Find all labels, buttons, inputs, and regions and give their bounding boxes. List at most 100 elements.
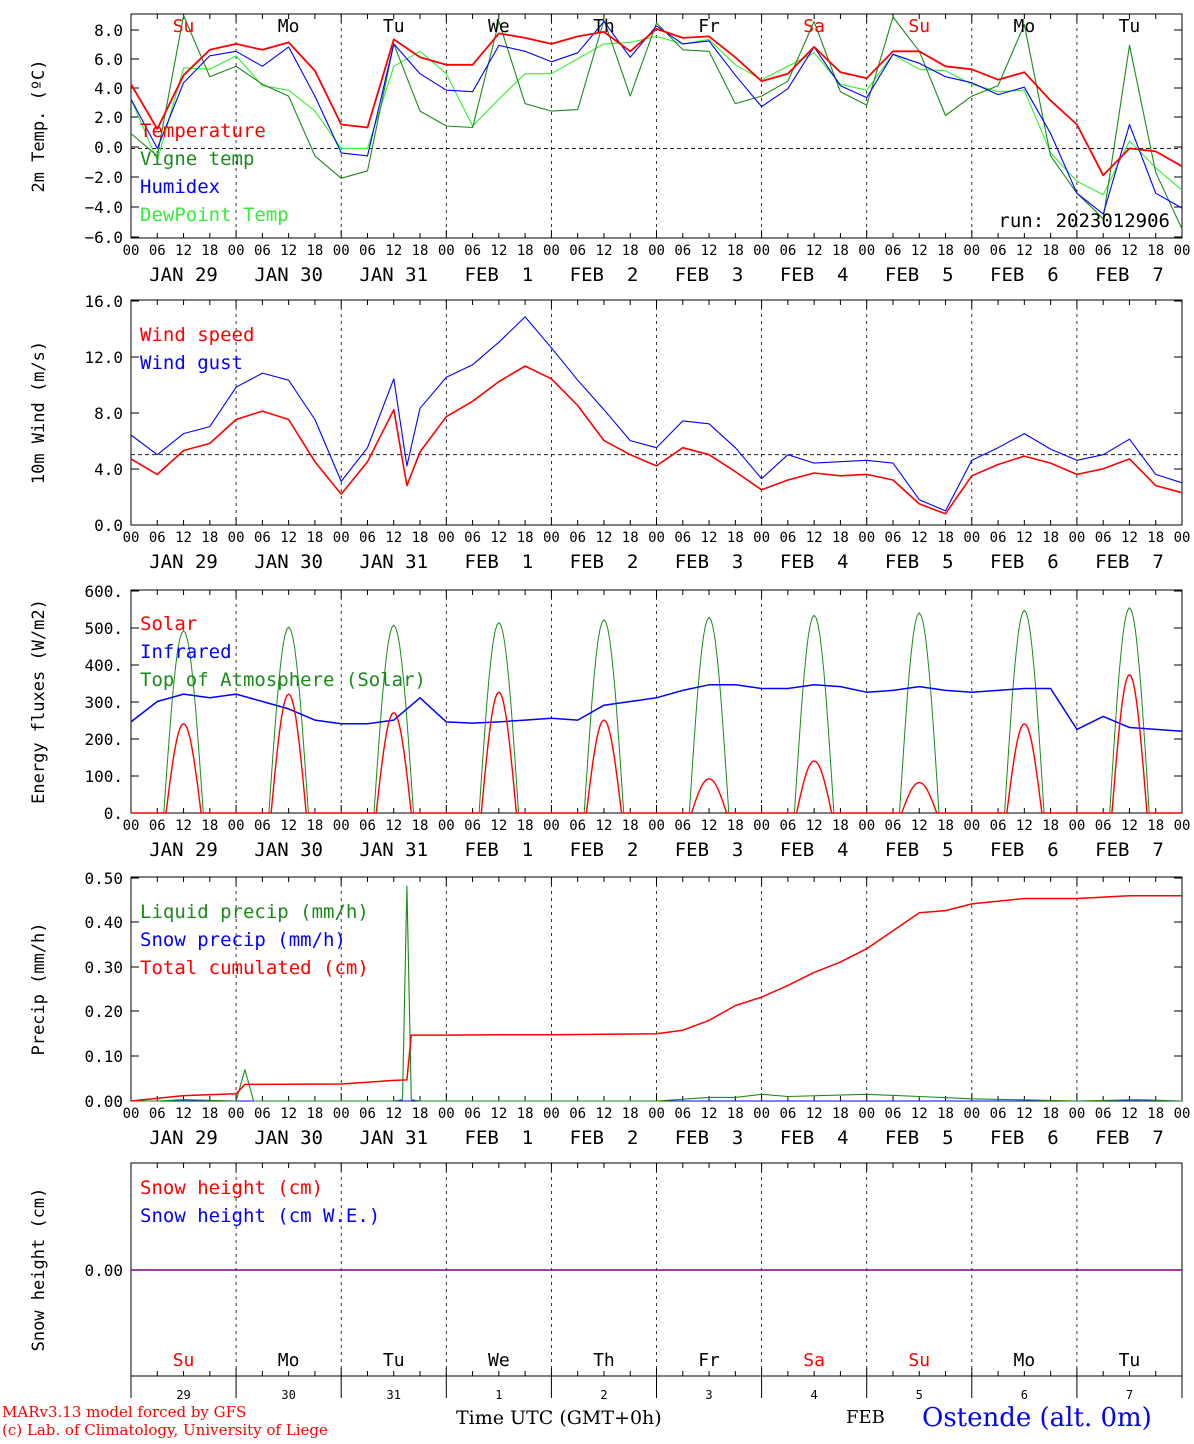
series-temperature (130, 28, 1183, 177)
hour-tick-label: 00 (1068, 243, 1085, 259)
y-tick-label: 0.10 (84, 1047, 123, 1066)
hour-tick-label: 18 (201, 818, 218, 834)
day-name-bottom: Fr (698, 1350, 720, 1371)
panel-2: 16.0 12.0 8.0 4.0 0.0 10m Wind (m/s) Wind spee… (29, 292, 1183, 535)
y-tick-label: 2.0 (94, 108, 123, 127)
hour-tick-label: 00 (648, 530, 665, 546)
hour-tick-label: 00 (858, 530, 875, 546)
date-label: FEB 2 (570, 839, 639, 861)
y-axis-label: 10m Wind (m/s) (29, 341, 49, 484)
hour-tick-label: 18 (832, 818, 849, 834)
day-number: 2 (600, 1388, 607, 1402)
hour-tick-label: 06 (359, 1106, 376, 1122)
legend-wind-speed: Wind speed (140, 324, 254, 346)
date-label: FEB 5 (885, 839, 954, 861)
series-wind-speed (130, 365, 1183, 515)
day-number: 3 (705, 1388, 712, 1402)
series-vigne-temp (130, 14, 1183, 230)
legend-vigne-temp: Vigne temp (140, 148, 254, 170)
day-name-top: Mo (1014, 16, 1036, 37)
date-label: FEB 5 (885, 551, 954, 573)
hour-tick-label: 12 (385, 530, 402, 546)
y-tick-label: 6.0 (94, 50, 123, 69)
hour-tick-label: 18 (1042, 1106, 1059, 1122)
legend-total-cumulated-cm: Total cumulated (cm) (140, 957, 369, 979)
series-dewpoint-temp (130, 35, 1183, 196)
hour-tick-label: 00 (753, 818, 770, 834)
hour-tick-label: 12 (1121, 1106, 1138, 1122)
legend-snow-height-cm: Snow height (cm) (140, 1177, 323, 1199)
legend-dewpoint-temp: DewPoint Temp (140, 204, 289, 226)
hour-tick-label: 12 (1121, 243, 1138, 259)
hour-tick-label: 12 (1016, 243, 1033, 259)
hour-tick-label: 00 (228, 818, 245, 834)
hour-tick-label: 12 (911, 1106, 928, 1122)
hour-tick-label: 12 (701, 530, 718, 546)
y-tick-label: 8.0 (94, 21, 123, 40)
date-label: JAN 31 (359, 551, 428, 573)
hour-tick-label: 12 (911, 243, 928, 259)
hour-tick-label: 12 (1016, 1106, 1033, 1122)
day-name-bottom: We (488, 1350, 510, 1371)
panel-1: 8.0 6.0 4.0 2.0 0.0 −2.0 −4.0 −6.0 2m Temp. (ºC)… (29, 13, 1183, 247)
hour-tick-label: 12 (175, 243, 192, 259)
y-tick-label: 16.0 (84, 292, 123, 311)
hour-tick-label: 18 (201, 530, 218, 546)
day-name-top: We (488, 16, 510, 37)
date-label: FEB 2 (570, 1127, 639, 1149)
date-label: FEB 7 (1095, 264, 1164, 286)
hour-tick-label: 18 (832, 530, 849, 546)
hour-tick-label: 06 (359, 243, 376, 259)
time-axis-label: Time UTC (GMT+0h) (456, 1407, 662, 1429)
date-label: JAN 29 (149, 1127, 218, 1149)
station-label: Ostende (alt. 0m) (922, 1403, 1152, 1433)
hour-tick-label: 12 (701, 818, 718, 834)
date-label: FEB 2 (570, 264, 639, 286)
hour-tick-label: 00 (1174, 818, 1191, 834)
date-label: JAN 30 (254, 839, 323, 861)
legend-humidex: Humidex (140, 176, 220, 198)
hour-tick-label: 18 (1042, 530, 1059, 546)
series-wind-gust (130, 316, 1183, 512)
hour-tick-label: 12 (806, 530, 823, 546)
hour-tick-label: 12 (701, 1106, 718, 1122)
day-name-bottom: Su (173, 1350, 195, 1371)
hour-axis-2: 00 06 12 18 00 06 12 18 00 06 12 18 00 06 12 18 00 06 12 18… (123, 530, 1191, 573)
hour-tick-label: 00 (1174, 530, 1191, 546)
day-name-top: Mo (278, 16, 300, 37)
hour-tick-label: 18 (306, 530, 323, 546)
date-label: FEB 6 (990, 264, 1059, 286)
hour-tick-label: 18 (1147, 530, 1164, 546)
hour-tick-label: 06 (464, 243, 481, 259)
date-label: FEB 7 (1095, 1127, 1164, 1149)
hour-tick-label: 00 (1174, 243, 1191, 259)
hour-tick-label: 00 (438, 243, 455, 259)
hour-tick-label: 06 (569, 530, 586, 546)
hour-tick-label: 00 (1068, 1106, 1085, 1122)
hour-tick-label: 18 (517, 530, 534, 546)
hour-tick-label: 00 (963, 818, 980, 834)
y-tick-label: 4.0 (94, 460, 123, 479)
y-tick-label: −2.0 (84, 168, 123, 187)
hour-tick-label: 00 (858, 243, 875, 259)
hour-tick-label: 18 (517, 818, 534, 834)
day-name-top: Th (593, 16, 615, 37)
hour-tick-label: 18 (1147, 1106, 1164, 1122)
hour-tick-label: 18 (832, 243, 849, 259)
hour-tick-label: 06 (149, 1106, 166, 1122)
date-label: JAN 30 (254, 264, 323, 286)
hour-tick-label: 12 (806, 818, 823, 834)
hour-tick-label: 12 (596, 818, 613, 834)
hour-tick-label: 00 (333, 530, 350, 546)
y-tick-label: 0.20 (84, 1002, 123, 1021)
hour-tick-label: 06 (254, 243, 271, 259)
hour-tick-label: 18 (727, 243, 744, 259)
hour-tick-label: 06 (990, 1106, 1007, 1122)
hour-tick-label: 18 (727, 1106, 744, 1122)
y-axis-label: 2m Temp. (ºC) (29, 59, 49, 192)
series-total-cumulated (130, 895, 1182, 1102)
hour-tick-label: 00 (123, 530, 140, 546)
date-label: FEB 7 (1095, 839, 1164, 861)
hour-tick-label: 18 (412, 243, 429, 259)
